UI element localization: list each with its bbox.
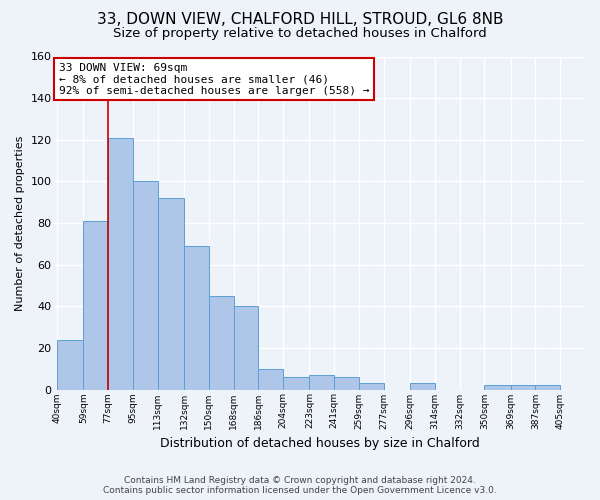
Y-axis label: Number of detached properties: Number of detached properties <box>15 136 25 310</box>
Text: Size of property relative to detached houses in Chalford: Size of property relative to detached ho… <box>113 28 487 40</box>
Bar <box>334 377 359 390</box>
Bar <box>535 386 560 390</box>
Bar <box>158 198 184 390</box>
Bar <box>310 375 334 390</box>
Bar <box>133 182 158 390</box>
Bar <box>209 296 233 390</box>
Bar <box>410 384 435 390</box>
Bar <box>511 386 535 390</box>
Bar <box>259 368 283 390</box>
Bar <box>484 386 511 390</box>
Bar <box>108 138 133 390</box>
Bar <box>233 306 259 390</box>
Bar <box>57 340 83 390</box>
X-axis label: Distribution of detached houses by size in Chalford: Distribution of detached houses by size … <box>160 437 479 450</box>
Bar <box>283 377 310 390</box>
Bar <box>83 221 108 390</box>
Text: 33 DOWN VIEW: 69sqm
← 8% of detached houses are smaller (46)
92% of semi-detache: 33 DOWN VIEW: 69sqm ← 8% of detached hou… <box>59 62 369 96</box>
Bar <box>359 384 384 390</box>
Text: Contains HM Land Registry data © Crown copyright and database right 2024.
Contai: Contains HM Land Registry data © Crown c… <box>103 476 497 495</box>
Bar <box>184 246 209 390</box>
Text: 33, DOWN VIEW, CHALFORD HILL, STROUD, GL6 8NB: 33, DOWN VIEW, CHALFORD HILL, STROUD, GL… <box>97 12 503 28</box>
